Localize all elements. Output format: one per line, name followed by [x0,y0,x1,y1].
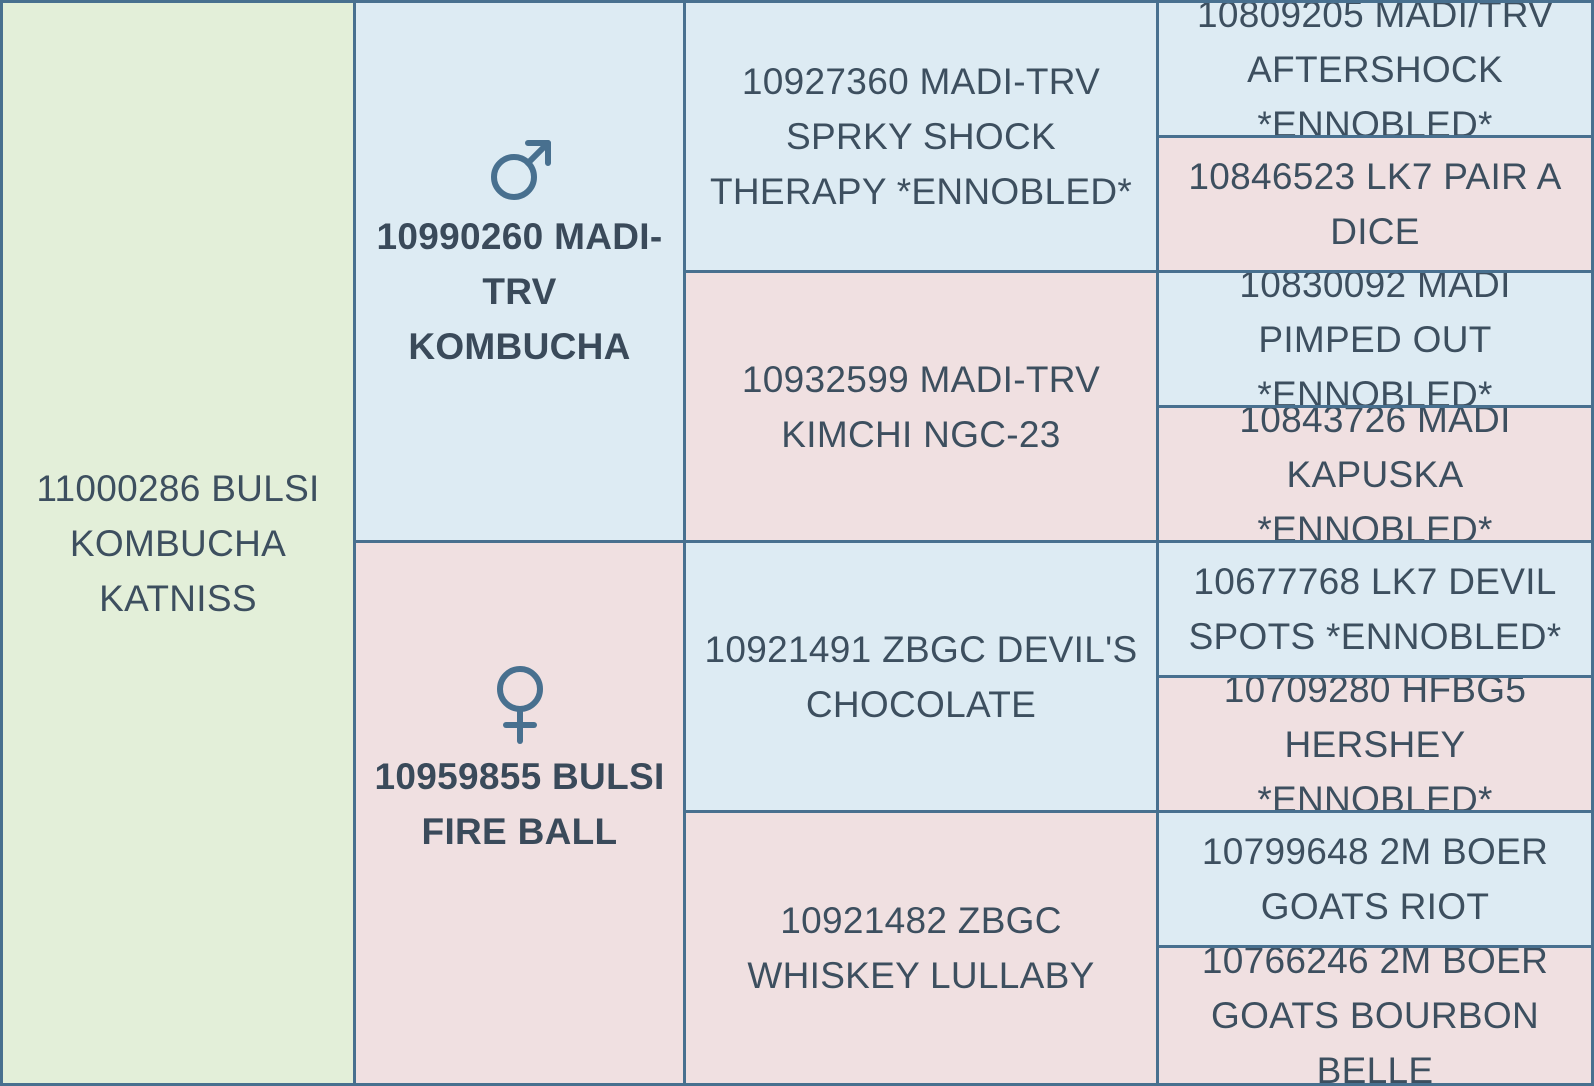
dam-name: 10959855 BULSI FIRE BALL [374,756,665,852]
great-grandparent-cell: 10843726 MADI KAPUSKA *ENNOBLED* [1159,408,1591,543]
sire-name: 10990260 MADI-TRV KOMBUCHA [376,216,663,367]
great-grandparent-cell: 10677768 LK7 DEVIL SPOTS *ENNOBLED* [1159,543,1591,678]
grandparent-cell: 10932599 MADI-TRV KIMCHI NGC-23 [686,273,1159,543]
great-grandparent-cell: 10809205 MADI/TRV AFTERSHOCK *ENNOBLED* [1159,3,1591,138]
female-symbol-icon [490,663,550,745]
dam-cell: 10959855 BULSI FIRE BALL [356,543,686,1083]
great-grandparent-name: 10766246 2M BOER GOATS BOURBON BELLE [1201,948,1549,1083]
great-grandparent-name: 10799648 2M BOER GOATS RIOT [1201,831,1549,927]
great-grandparent-name: 10709280 HFBG5 HERSHEY *ENNOBLED* [1223,678,1527,813]
grandparent-name: 10921491 ZBGC DEVIL'S CHOCOLATE [704,628,1138,725]
subject-animal-name: 11000286 BULSI KOMBUCHA KATNISS [36,467,320,619]
grandparent-cell: 10921491 ZBGC DEVIL'S CHOCOLATE [686,543,1159,813]
great-grandparent-cell: 10766246 2M BOER GOATS BOURBON BELLE [1159,948,1591,1083]
grandparent-cell: 10921482 ZBGC WHISKEY LULLABY [686,813,1159,1083]
great-grandparent-cell: 10709280 HFBG5 HERSHEY *ENNOBLED* [1159,678,1591,813]
subject-animal-cell: 11000286 BULSI KOMBUCHA KATNISS [3,3,356,1083]
sire-cell: 10990260 MADI-TRV KOMBUCHA [356,3,686,543]
male-symbol-icon [484,133,556,205]
grandparent-name: 10932599 MADI-TRV KIMCHI NGC-23 [741,358,1101,455]
grandparent-cell: 10927360 MADI-TRV SPRKY SHOCK THERAPY *E… [686,3,1159,273]
great-grandparent-cell: 10830092 MADI PIMPED OUT *ENNOBLED* [1159,273,1591,408]
grandparent-name: 10921482 ZBGC WHISKEY LULLABY [747,900,1095,996]
great-grandparent-cell: 10846523 LK7 PAIR A DICE [1159,138,1591,273]
great-grandparent-name: 10843726 MADI KAPUSKA *ENNOBLED* [1239,408,1511,543]
great-grandparent-name: 10846523 LK7 PAIR A DICE [1188,156,1562,252]
great-grandparent-cell: 10799648 2M BOER GOATS RIOT [1159,813,1591,948]
great-grandparent-name: 10677768 LK7 DEVIL SPOTS *ENNOBLED* [1188,561,1562,657]
great-grandparent-name: 10809205 MADI/TRV AFTERSHOCK *ENNOBLED* [1196,3,1554,138]
great-grandparent-name: 10830092 MADI PIMPED OUT *ENNOBLED* [1239,273,1511,408]
grandparent-name: 10927360 MADI-TRV SPRKY SHOCK THERAPY *E… [709,61,1133,212]
